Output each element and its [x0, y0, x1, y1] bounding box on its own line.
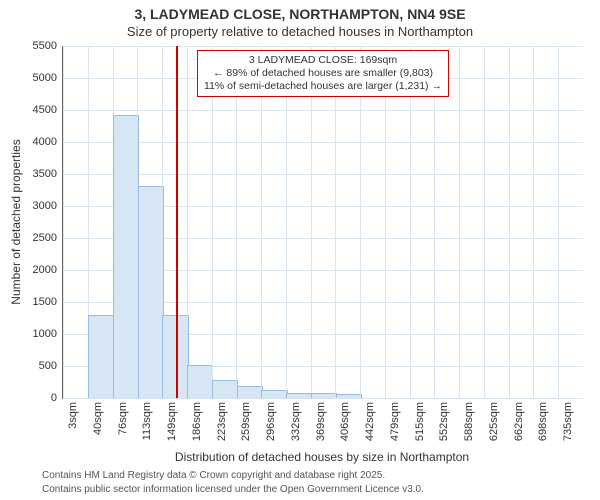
gridline-v	[459, 46, 460, 398]
x-tick-label: 588sqm	[463, 402, 475, 441]
histogram-bar	[336, 394, 362, 398]
histogram-bar	[261, 390, 287, 398]
x-tick-label: 186sqm	[191, 402, 203, 441]
x-tick-label: 259sqm	[240, 402, 252, 441]
annotation-line-3: 11% of semi-detached houses are larger (…	[204, 80, 442, 93]
gridline-v	[212, 46, 213, 398]
gridline-h	[63, 174, 583, 175]
histogram-bar	[138, 186, 164, 398]
gridline-v	[360, 46, 361, 398]
x-tick-label: 552sqm	[438, 402, 450, 441]
gridline-h	[63, 110, 583, 111]
x-tick-label: 735sqm	[562, 402, 574, 441]
gridline-v	[187, 46, 188, 398]
y-tick-label: 0	[51, 392, 63, 404]
y-tick-label: 500	[39, 360, 63, 372]
gridline-v	[385, 46, 386, 398]
gridline-h	[63, 142, 583, 143]
x-tick-label: 698sqm	[537, 402, 549, 441]
histogram-bar	[237, 386, 263, 398]
x-tick-label: 3sqm	[67, 402, 79, 429]
y-axis-title: Number of detached properties	[9, 139, 23, 304]
x-tick-label: 515sqm	[414, 402, 426, 441]
histogram-bar	[311, 393, 337, 398]
footer-line-1: Contains HM Land Registry data © Crown c…	[42, 470, 600, 481]
gridline-v	[410, 46, 411, 398]
y-tick-label: 5000	[33, 72, 63, 84]
x-tick-label: 662sqm	[513, 402, 525, 441]
y-tick-label: 4000	[33, 136, 63, 148]
x-tick-label: 369sqm	[315, 402, 327, 441]
x-tick-label: 223sqm	[216, 402, 228, 441]
chart-subtitle: Size of property relative to detached ho…	[0, 24, 600, 39]
x-axis-title: Distribution of detached houses by size …	[175, 450, 469, 464]
y-tick-label: 3000	[33, 200, 63, 212]
x-tick-label: 40sqm	[92, 402, 104, 435]
histogram-bar	[212, 380, 238, 398]
histogram-bar	[113, 115, 139, 398]
y-tick-label: 4500	[33, 104, 63, 116]
gridline-v	[434, 46, 435, 398]
gridline-v	[509, 46, 510, 398]
annotation-line-2: ← 89% of detached houses are smaller (9,…	[204, 67, 442, 80]
chart-container: 3, LADYMEAD CLOSE, NORTHAMPTON, NN4 9SE …	[0, 0, 600, 500]
gridline-v	[63, 46, 64, 398]
x-tick-label: 442sqm	[364, 402, 376, 441]
gridline-v	[286, 46, 287, 398]
x-tick-label: 332sqm	[290, 402, 302, 441]
gridline-v	[558, 46, 559, 398]
histogram-bar	[88, 315, 114, 398]
gridline-h	[63, 46, 583, 47]
reference-line	[176, 46, 178, 398]
histogram-bar	[187, 365, 213, 398]
plot-area: 0500100015002000250030003500400045005000…	[62, 46, 583, 399]
chart-title: 3, LADYMEAD CLOSE, NORTHAMPTON, NN4 9SE	[0, 6, 600, 22]
gridline-v	[335, 46, 336, 398]
x-tick-label: 625sqm	[488, 402, 500, 441]
gridline-v	[236, 46, 237, 398]
gridline-v	[261, 46, 262, 398]
x-tick-label: 406sqm	[339, 402, 351, 441]
x-tick-label: 479sqm	[389, 402, 401, 441]
x-tick-label: 149sqm	[166, 402, 178, 441]
gridline-v	[533, 46, 534, 398]
gridline-v	[484, 46, 485, 398]
x-tick-label: 76sqm	[117, 402, 129, 435]
gridline-h	[63, 398, 583, 399]
footer-line-2: Contains public sector information licen…	[42, 484, 600, 495]
y-tick-label: 2000	[33, 264, 63, 276]
y-tick-label: 2500	[33, 232, 63, 244]
histogram-bar	[286, 393, 312, 398]
x-tick-label: 113sqm	[141, 402, 153, 440]
y-tick-label: 5500	[33, 40, 63, 52]
y-tick-label: 3500	[33, 168, 63, 180]
x-tick-label: 296sqm	[265, 402, 277, 441]
y-tick-label: 1000	[33, 328, 63, 340]
annotation-line-1: 3 LADYMEAD CLOSE: 169sqm	[204, 54, 442, 67]
gridline-v	[311, 46, 312, 398]
annotation-box: 3 LADYMEAD CLOSE: 169sqm← 89% of detache…	[197, 50, 449, 97]
y-tick-label: 1500	[33, 296, 63, 308]
